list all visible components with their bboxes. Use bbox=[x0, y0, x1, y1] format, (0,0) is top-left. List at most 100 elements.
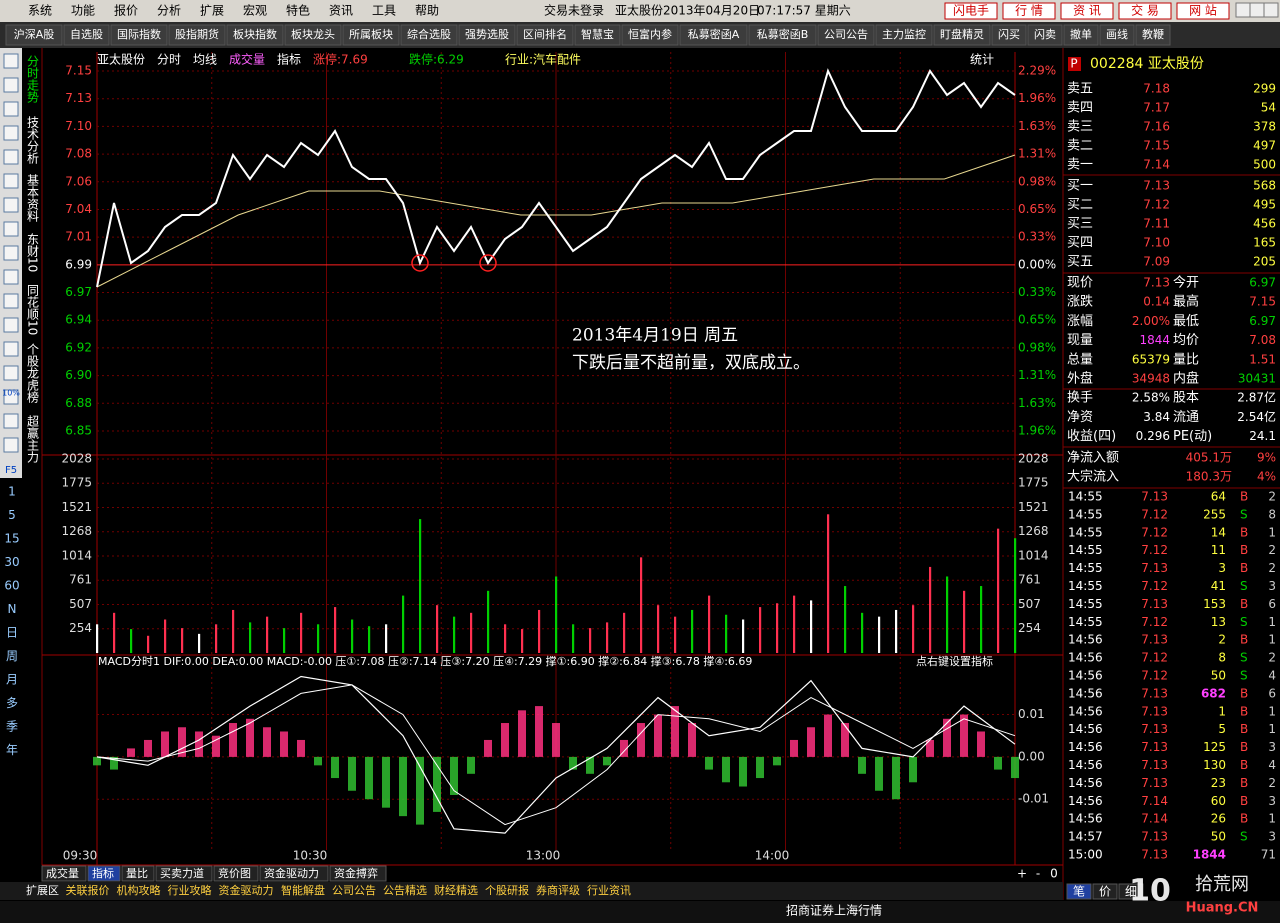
side-icon[interactable] bbox=[3, 125, 19, 141]
flow-pct: 9% bbox=[1257, 451, 1276, 465]
trade-count: 8 bbox=[1268, 507, 1276, 521]
trade-count: 1 bbox=[1268, 812, 1276, 826]
toolbar-button[interactable] bbox=[748, 24, 817, 46]
stat-label: 收益(四) bbox=[1067, 429, 1116, 444]
quote-tab[interactable] bbox=[1092, 883, 1118, 900]
toolbar-button[interactable] bbox=[400, 24, 458, 46]
bottom-tab[interactable] bbox=[87, 865, 121, 882]
menu-item: 系统 bbox=[28, 4, 52, 18]
book-label: 卖二 bbox=[1067, 139, 1093, 154]
toolbar-label: 区间排名 bbox=[523, 27, 567, 41]
bottom-tab[interactable] bbox=[155, 865, 213, 882]
toolbar-button[interactable] bbox=[63, 24, 110, 46]
side-icon[interactable] bbox=[3, 413, 19, 429]
side-icon[interactable] bbox=[3, 269, 19, 285]
volume-tick-label: 507 bbox=[69, 597, 92, 611]
macd-bar bbox=[246, 718, 254, 757]
trade-time: 14:56 bbox=[1068, 669, 1103, 683]
stat-label: 最低 bbox=[1173, 314, 1199, 329]
toolbar-button[interactable] bbox=[1027, 24, 1063, 46]
macd-bar bbox=[960, 714, 968, 757]
quote-tab[interactable] bbox=[1118, 883, 1144, 900]
volume-bar bbox=[946, 576, 949, 653]
volume-bar bbox=[113, 612, 116, 653]
side-icon[interactable] bbox=[3, 77, 19, 93]
trade-time: 14:55 bbox=[1068, 561, 1103, 575]
extension-tab: 个股研报 bbox=[485, 883, 529, 897]
macd-tick-label: -0.01 bbox=[1018, 792, 1049, 806]
side-icon[interactable] bbox=[3, 173, 19, 189]
dif-line bbox=[96, 675, 1016, 834]
top-button[interactable] bbox=[944, 2, 998, 20]
toolbar-button[interactable] bbox=[458, 24, 516, 46]
side-icon[interactable] bbox=[3, 197, 19, 213]
bottom-tab[interactable] bbox=[213, 865, 259, 882]
minimize[interactable] bbox=[1235, 2, 1251, 18]
toolbar-button[interactable] bbox=[284, 24, 342, 46]
volume-bar bbox=[232, 609, 235, 653]
side-icon[interactable] bbox=[3, 149, 19, 165]
dea-line bbox=[96, 684, 1016, 826]
side-icon[interactable] bbox=[3, 53, 19, 69]
side-icon[interactable] bbox=[3, 101, 19, 117]
side-icon[interactable] bbox=[3, 293, 19, 309]
side-icon[interactable] bbox=[3, 365, 19, 381]
top-button[interactable] bbox=[1176, 2, 1230, 20]
pct-tick-label: 0.33% bbox=[1018, 285, 1056, 299]
toolbar-button[interactable] bbox=[1135, 24, 1171, 46]
side-icon[interactable] bbox=[3, 317, 19, 333]
toolbar-button[interactable] bbox=[1063, 24, 1099, 46]
toolbar-label: 私募密函A bbox=[688, 27, 740, 41]
side-icon[interactable] bbox=[3, 245, 19, 261]
toolbar-button[interactable] bbox=[817, 24, 875, 46]
flow-value: 180.3万 bbox=[1186, 470, 1232, 484]
trade-volume: 11 bbox=[1211, 543, 1226, 557]
toolbar-button[interactable] bbox=[574, 24, 621, 46]
toolbar-label: 闪买 bbox=[998, 27, 1020, 41]
toolbar-button[interactable] bbox=[875, 24, 933, 46]
toolbar-button[interactable] bbox=[1099, 24, 1135, 46]
top-button[interactable] bbox=[1060, 2, 1114, 20]
top-button[interactable] bbox=[1002, 2, 1056, 20]
toolbar-button[interactable] bbox=[226, 24, 284, 46]
pct-tick-label: 0.65% bbox=[1018, 202, 1056, 216]
macd-bar bbox=[858, 756, 866, 774]
toolbar-button[interactable] bbox=[991, 24, 1027, 46]
trade-count: 4 bbox=[1268, 758, 1276, 772]
trade-side: B bbox=[1240, 561, 1248, 575]
volume-bar bbox=[606, 622, 609, 653]
toolbar-button[interactable] bbox=[933, 24, 991, 46]
toolbar-button[interactable] bbox=[516, 24, 574, 46]
watermark: Huang.CN bbox=[1186, 901, 1259, 916]
side-icon[interactable] bbox=[3, 221, 19, 237]
quote-tab[interactable] bbox=[1066, 883, 1092, 900]
side-icon[interactable] bbox=[3, 341, 19, 357]
watermark: 10 bbox=[1129, 874, 1171, 909]
macd-bar bbox=[484, 739, 492, 757]
volume-bar bbox=[657, 605, 660, 653]
trade-price: 7.13 bbox=[1141, 561, 1168, 575]
bottom-tab[interactable] bbox=[259, 865, 329, 882]
volume-tick-label: 1014 bbox=[1018, 549, 1049, 563]
bottom-tab[interactable] bbox=[329, 865, 387, 882]
top-button[interactable] bbox=[1118, 2, 1172, 20]
bottom-tab[interactable] bbox=[121, 865, 155, 882]
toolbar-button[interactable] bbox=[621, 24, 679, 46]
toolbar-button[interactable] bbox=[110, 24, 168, 46]
toolbar-button[interactable] bbox=[342, 24, 400, 46]
trade-time: 14:56 bbox=[1068, 633, 1103, 647]
toolbar-button[interactable] bbox=[5, 24, 63, 46]
bottom-tab[interactable] bbox=[41, 865, 87, 882]
trade-time: 14:56 bbox=[1068, 776, 1103, 790]
side-icon[interactable] bbox=[3, 437, 19, 453]
close[interactable] bbox=[1263, 2, 1279, 18]
toolbar-button[interactable] bbox=[679, 24, 748, 46]
low-marker bbox=[479, 254, 497, 272]
maximize[interactable] bbox=[1249, 2, 1265, 18]
volume-bar bbox=[249, 622, 252, 653]
macd-bar bbox=[433, 756, 441, 812]
macd-bar bbox=[637, 723, 645, 757]
toolbar-button[interactable] bbox=[168, 24, 226, 46]
side-icon[interactable] bbox=[3, 389, 19, 405]
trade-count: 3 bbox=[1268, 830, 1276, 844]
